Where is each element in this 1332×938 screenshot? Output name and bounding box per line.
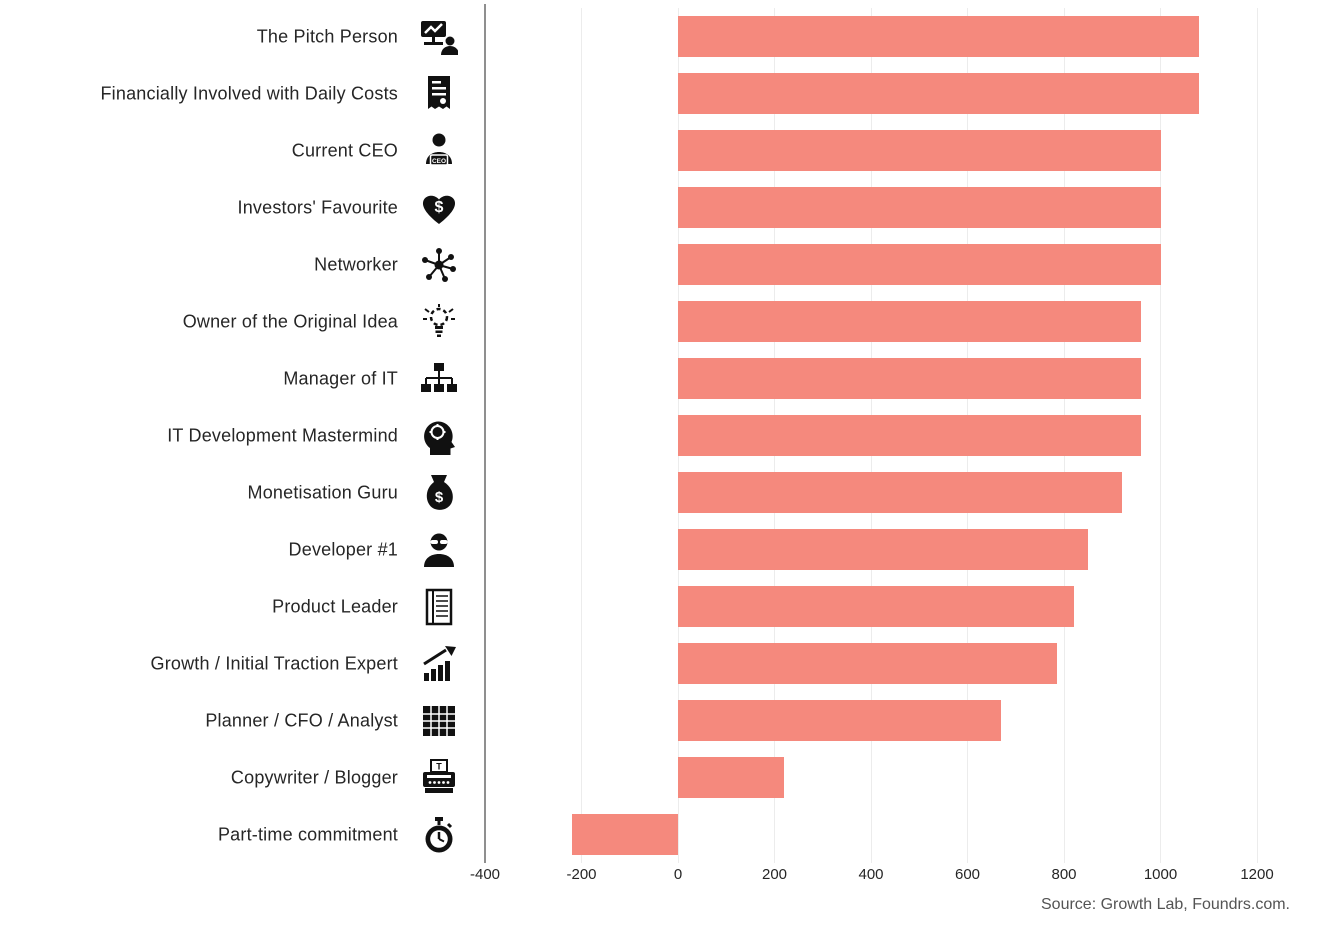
typewriter-icon: T bbox=[408, 758, 470, 797]
bar bbox=[678, 472, 1122, 513]
category-label: Developer #1 bbox=[288, 539, 398, 559]
chart-row: Part-time commitment bbox=[0, 806, 1332, 863]
gridline bbox=[581, 8, 582, 863]
bar bbox=[678, 586, 1074, 627]
x-tick-label: 0 bbox=[673, 866, 683, 883]
category-label: Current CEO bbox=[291, 140, 398, 160]
bar bbox=[678, 358, 1142, 399]
x-tick-label: 200 bbox=[761, 866, 788, 883]
mastermind-head-icon bbox=[408, 417, 470, 455]
bar bbox=[678, 643, 1057, 684]
chart-row: Manager of IT bbox=[0, 350, 1332, 407]
category-label: Financially Involved with Daily Costs bbox=[100, 83, 398, 103]
x-tick-label: -400 bbox=[469, 866, 501, 883]
category-label: IT Development Mastermind bbox=[167, 425, 398, 445]
x-tick-label: 600 bbox=[954, 866, 981, 883]
chart-row: Owner of the Original Idea bbox=[0, 293, 1332, 350]
gridline bbox=[1160, 8, 1161, 863]
growth-chart-icon bbox=[408, 645, 470, 683]
bar bbox=[678, 73, 1200, 114]
category-label: Product Leader bbox=[272, 596, 398, 616]
bar bbox=[678, 244, 1161, 285]
chart-row: Product Leader bbox=[0, 578, 1332, 635]
bar bbox=[678, 187, 1161, 228]
heart-dollar-icon: $ bbox=[408, 190, 470, 226]
chart-row: Current CEO CEO bbox=[0, 122, 1332, 179]
money-bag-icon: $ bbox=[408, 474, 470, 512]
presentation-person-icon bbox=[408, 19, 470, 55]
category-label: Growth / Initial Traction Expert bbox=[150, 653, 398, 673]
svg-text:T: T bbox=[436, 761, 442, 771]
bar bbox=[678, 130, 1161, 171]
chart-row: Investors' Favourite $ bbox=[0, 179, 1332, 236]
category-label: Monetisation Guru bbox=[247, 482, 398, 502]
notebook-icon bbox=[408, 588, 470, 626]
category-label: The Pitch Person bbox=[256, 26, 398, 46]
chart-row: Financially Involved with Daily Costs bbox=[0, 65, 1332, 122]
category-label: Planner / CFO / Analyst bbox=[205, 710, 398, 730]
category-label: Manager of IT bbox=[283, 368, 398, 388]
bar bbox=[678, 415, 1142, 456]
gridline bbox=[1256, 8, 1258, 863]
axis-baseline bbox=[484, 4, 486, 863]
category-label: Networker bbox=[314, 254, 398, 274]
x-tick-label: 1000 bbox=[1143, 866, 1178, 883]
bar bbox=[678, 529, 1089, 570]
bar bbox=[678, 757, 785, 798]
x-tick-label: 1200 bbox=[1240, 866, 1274, 883]
chart-row: Networker bbox=[0, 236, 1332, 293]
chart-row: IT Development Mastermind bbox=[0, 407, 1332, 464]
bar bbox=[678, 16, 1200, 57]
svg-text:CEO: CEO bbox=[432, 158, 446, 165]
receipt-icon bbox=[408, 75, 470, 113]
bar bbox=[571, 814, 678, 855]
chart-row: The Pitch Person bbox=[0, 8, 1332, 65]
category-label: Investors' Favourite bbox=[237, 197, 398, 217]
chart-row: Monetisation Guru $ bbox=[0, 464, 1332, 521]
chart-row: Developer #1 bbox=[0, 521, 1332, 578]
developer-icon bbox=[408, 531, 470, 569]
org-chart-icon bbox=[408, 362, 470, 396]
x-tick-label: -200 bbox=[566, 866, 597, 883]
network-icon bbox=[408, 246, 470, 284]
svg-text:$: $ bbox=[435, 199, 444, 216]
x-axis: -400 -200 0 200 400 600 800 1000 1200 bbox=[0, 866, 1332, 888]
chart-row: Planner / CFO / Analyst bbox=[0, 692, 1332, 749]
source-note: Source: Growth Lab, Foundrs.com. bbox=[1041, 896, 1290, 913]
category-label: Part-time commitment bbox=[217, 824, 398, 844]
spreadsheet-icon bbox=[408, 704, 470, 738]
ceo-badge-icon: CEO bbox=[408, 132, 470, 170]
svg-text:$: $ bbox=[435, 489, 444, 506]
category-label: Copywriter / Blogger bbox=[230, 767, 398, 787]
stopwatch-icon bbox=[408, 816, 470, 854]
x-tick-label: 800 bbox=[1051, 866, 1077, 883]
chart-row: Growth / Initial Traction Expert bbox=[0, 635, 1332, 692]
x-tick-label: 400 bbox=[858, 866, 884, 883]
category-label: Owner of the Original Idea bbox=[182, 311, 398, 331]
chart-row: Copywriter / Blogger T bbox=[0, 749, 1332, 806]
bar bbox=[678, 700, 1002, 741]
lightbulb-icon bbox=[408, 303, 470, 341]
bar bbox=[678, 301, 1142, 342]
